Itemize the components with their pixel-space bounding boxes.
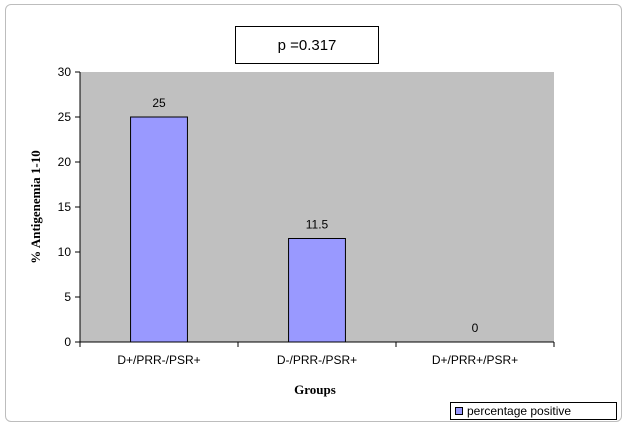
y-tick-label: 0: [64, 335, 71, 349]
y-tick-label: 10: [58, 245, 72, 259]
legend-swatch: [455, 407, 463, 415]
legend-label: percentage positive: [467, 404, 572, 418]
x-axis-title: Groups: [294, 382, 336, 397]
y-tick-label: 5: [64, 290, 71, 304]
x-category-label: D-/PRR-/PSR+: [277, 353, 357, 367]
y-axis-title: % Antigenemia 1-10: [28, 150, 43, 263]
data-labels: 25 11.5 0: [152, 96, 478, 335]
bar-data-label: 25: [152, 96, 166, 110]
y-tick-label: 15: [58, 200, 72, 214]
y-tick-label: 25: [58, 110, 72, 124]
p-value-text: p =0.317: [277, 36, 337, 54]
p-value-annotation: p =0.317: [235, 26, 379, 64]
bar: [130, 116, 188, 343]
bar-data-label: 0: [472, 321, 479, 335]
y-tick-label: 20: [58, 155, 72, 169]
x-axis: D+/PRR-/PSR+ D-/PRR-/PSR+ D+/PRR+/PSR+: [79, 341, 555, 367]
y-tick-label: 30: [58, 65, 72, 79]
x-category-label: D+/PRR+/PSR+: [432, 353, 518, 367]
bar: [288, 238, 346, 343]
bar-series: [130, 116, 346, 343]
bar-data-label: 11.5: [306, 218, 329, 232]
legend: percentage positive: [450, 402, 617, 420]
x-category-label: D+/PRR-/PSR+: [117, 353, 200, 367]
y-axis: 0 5 10 15 20 25 30: [58, 65, 81, 349]
